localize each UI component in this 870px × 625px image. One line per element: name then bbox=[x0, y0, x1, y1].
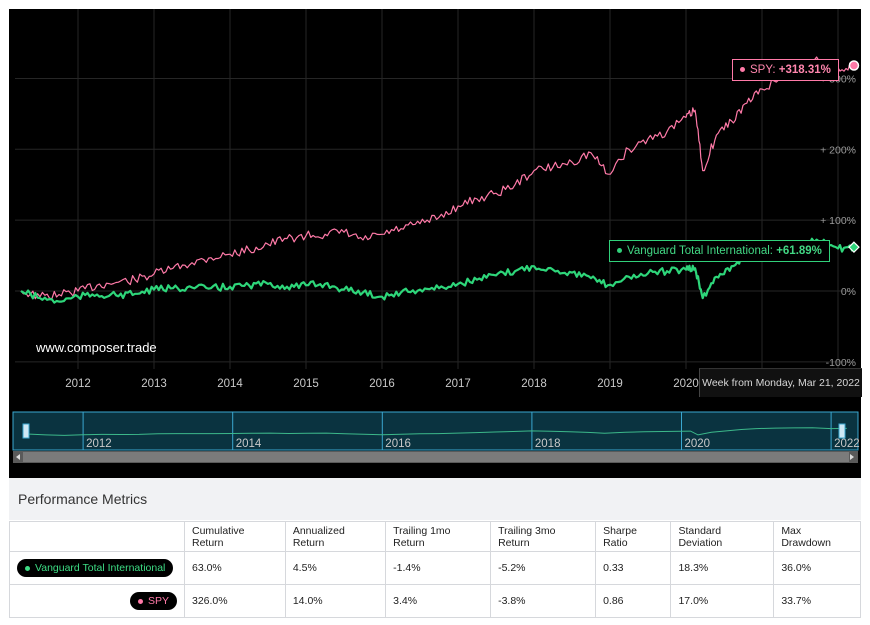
spy-callout-value: +318.31% bbox=[778, 64, 831, 76]
navigator-window bbox=[12, 411, 859, 451]
cell-annualized-return: 14.0% bbox=[284, 584, 387, 618]
cell-sharpe-ratio: 0.33 bbox=[595, 551, 672, 585]
performance-metrics-panel: Performance Metrics Cumulative Return An… bbox=[9, 478, 861, 625]
end-markers bbox=[848, 60, 860, 253]
x-tick-label: 2018 bbox=[521, 378, 547, 390]
grid bbox=[15, 9, 855, 369]
x-tick-label: 2016 bbox=[369, 378, 395, 390]
x-tick-label: 2015 bbox=[293, 378, 319, 390]
x-tick-label: 2019 bbox=[597, 378, 623, 390]
y-tick-label: + 100% bbox=[820, 215, 856, 227]
metrics-header-row: Cumulative Return Annualized Return Trai… bbox=[9, 521, 861, 552]
table-row: Vanguard Total International 63.0% 4.5% … bbox=[9, 551, 861, 585]
vxus-pill-dot-icon bbox=[25, 565, 30, 571]
navigator-label: 2016 bbox=[385, 438, 411, 450]
cell-annualized-return: 4.5% bbox=[284, 551, 387, 585]
table-row: SPY 326.0% 14.0% 3.4% -3.8% 0.86 17.0% 3… bbox=[9, 584, 861, 618]
vxus-dot-icon bbox=[617, 248, 622, 254]
vxus-callout-label: Vanguard Total International: bbox=[627, 245, 777, 257]
vxus-end-marker bbox=[848, 241, 860, 253]
cell-trailing-1mo: 3.4% bbox=[385, 584, 492, 618]
navigator-label: 2020 bbox=[685, 438, 711, 450]
cell-trailing-3mo: -3.8% bbox=[490, 584, 597, 618]
y-tick-label: -100% bbox=[826, 357, 856, 369]
range-navigator[interactable]: 2012 2014 2016 2018 2020 2022 bbox=[12, 411, 860, 463]
spy-value-callout: SPY: +318.31% bbox=[732, 59, 839, 81]
header-trailing-1mo: Trailing 1mo Return bbox=[385, 521, 492, 552]
cell-sharpe-ratio: 0.86 bbox=[595, 584, 672, 618]
cell-standard-deviation: 17.0% bbox=[670, 584, 775, 618]
header-sharpe-ratio: Sharpe Ratio bbox=[595, 521, 672, 552]
header-annualized-return: Annualized Return bbox=[284, 521, 387, 552]
vxus-pill-label: Vanguard Total International bbox=[35, 562, 166, 574]
vxus-callout-value: +61.89% bbox=[776, 245, 822, 257]
navigator-label: 2018 bbox=[535, 438, 561, 450]
y-tick-label: 0% bbox=[841, 286, 856, 298]
navigator-mini-line bbox=[26, 427, 847, 436]
header-max-drawdown: Max Drawdown bbox=[773, 521, 861, 552]
x-axis: 2012 2013 2014 2015 2016 2017 2018 2019 2020 bbox=[65, 378, 699, 390]
spy-pill-dot-icon bbox=[137, 598, 143, 604]
cell-cumulative-return: 63.0% bbox=[184, 551, 286, 585]
x-tick-label: 2020 bbox=[673, 378, 699, 390]
cell-trailing-1mo: -1.4% bbox=[385, 551, 492, 585]
spy-series-line bbox=[20, 56, 855, 300]
navigator-right-handle bbox=[838, 423, 846, 439]
header-trailing-3mo: Trailing 3mo Return bbox=[490, 521, 597, 552]
spy-series-pill[interactable]: SPY bbox=[129, 592, 177, 610]
cell-cumulative-return: 326.0% bbox=[184, 584, 286, 618]
date-tooltip: Week from Monday, Mar 21, 2022 bbox=[699, 368, 862, 397]
vxus-series-pill[interactable]: Vanguard Total International bbox=[17, 559, 174, 577]
spy-callout-label: SPY: bbox=[750, 64, 779, 76]
chart-svg: 2012 2013 2014 2015 2016 2017 2018 2019 2020 -10… bbox=[12, 9, 860, 463]
chart-area: 2012 2013 2014 2015 2016 2017 2018 2019 2020 -10… bbox=[9, 9, 862, 478]
vxus-value-callout: Vanguard Total International: +61.89% bbox=[609, 240, 830, 262]
row-name-cell: SPY bbox=[9, 584, 185, 618]
navigator-scrollbar-thumb bbox=[23, 452, 849, 462]
x-tick-label: 2017 bbox=[445, 378, 471, 390]
cell-max-drawdown: 33.7% bbox=[773, 584, 861, 618]
spy-pill-label: SPY bbox=[147, 595, 169, 607]
scroll-right-arrow-icon bbox=[850, 454, 854, 460]
navigator-label: 2022 bbox=[834, 438, 860, 450]
metrics-title: Performance Metrics bbox=[9, 478, 861, 520]
x-tick-label: 2013 bbox=[141, 378, 167, 390]
metrics-table: Cumulative Return Annualized Return Trai… bbox=[9, 521, 861, 618]
row-name-cell: Vanguard Total International bbox=[9, 551, 185, 585]
x-tick-label: 2014 bbox=[217, 378, 243, 390]
cell-standard-deviation: 18.3% bbox=[670, 551, 775, 585]
series-lines bbox=[20, 56, 855, 304]
navigator-label: 2012 bbox=[86, 438, 112, 450]
cell-trailing-3mo: -5.2% bbox=[490, 551, 597, 585]
x-tick-label: 2012 bbox=[65, 378, 91, 390]
cell-max-drawdown: 36.0% bbox=[773, 551, 861, 585]
watermark: www.composer.trade bbox=[36, 340, 157, 355]
header-standard-deviation: Standard Deviation bbox=[670, 521, 775, 552]
header-name-cell bbox=[9, 521, 185, 552]
navigator-label: 2014 bbox=[236, 438, 262, 450]
y-tick-label: + 200% bbox=[820, 144, 856, 156]
vxus-series-line bbox=[20, 237, 855, 304]
navigator-left-handle bbox=[22, 423, 30, 439]
y-axis: -100%0%+ 100%+ 200%+ 300% bbox=[820, 73, 856, 368]
scroll-left-arrow-icon bbox=[16, 454, 20, 460]
header-cumulative-return: Cumulative Return bbox=[184, 521, 286, 552]
spy-dot-icon bbox=[740, 67, 745, 73]
spy-end-marker bbox=[848, 60, 860, 71]
